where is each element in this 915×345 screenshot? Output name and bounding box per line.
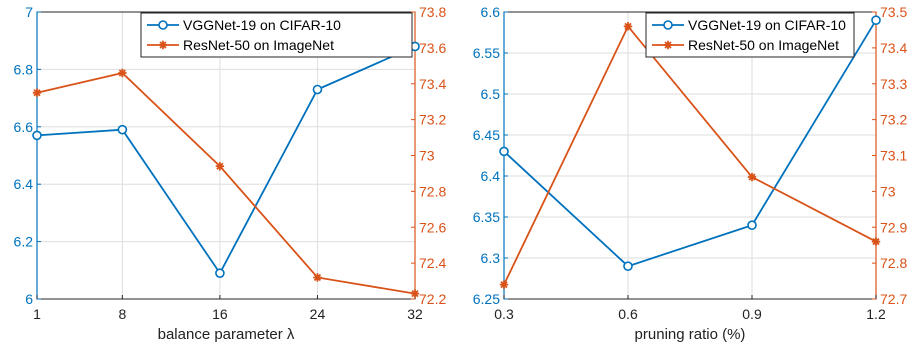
y-left-tick-label: 6.4 <box>14 176 34 192</box>
data-point-resnet <box>410 289 420 298</box>
chart-panel-balance-parameter: 1 8 16 24 32 6 6.2 6.4 6.6 6.8 7 72.2 72.4 72.6 72.8 73… <box>14 4 447 343</box>
legend-label: VGGNet-19 on CIFAR-10 <box>688 17 846 33</box>
legend-label: ResNet-50 on ImageNet <box>183 37 334 53</box>
legend-marker-vgg <box>158 20 168 30</box>
y-left-tick-label: 6.25 <box>473 291 500 307</box>
y-left-tick-label: 7 <box>25 4 33 20</box>
y-right-tick-label: 73.2 <box>880 112 907 128</box>
legend-marker-resnet <box>663 40 673 50</box>
y-right-tick-label: 73.5 <box>880 4 907 20</box>
y-right-tick-label: 73.4 <box>880 40 907 56</box>
x-tick-label: 0.6 <box>618 306 638 322</box>
data-point-vgg <box>117 124 128 135</box>
y-right-tick-label: 73.8 <box>419 4 446 20</box>
y-right-tick-label: 72.6 <box>419 219 446 235</box>
series-line-vgg <box>503 19 877 268</box>
y-left-tick-label: 6.4 <box>481 168 501 184</box>
legend-marker-resnet <box>158 40 168 50</box>
y-left-tick-label: 6.8 <box>14 61 34 77</box>
x-axis-label: pruning ratio (%) <box>635 326 746 343</box>
y-right-tick-label: 72.9 <box>880 219 907 235</box>
y-right-tick-label: 73.2 <box>419 112 446 128</box>
y-right-tick-label: 73 <box>419 148 435 164</box>
data-point-vgg <box>871 15 881 26</box>
data-point-resnet <box>32 88 42 97</box>
data-point-vgg <box>499 146 509 157</box>
x-tick-label: 0.9 <box>742 306 762 322</box>
data-point-resnet <box>747 172 757 182</box>
data-point-resnet <box>215 162 225 171</box>
legend: VGGNet-19 on CIFAR-10 ResNet-50 on ImageN… <box>140 12 413 58</box>
y-right-tick-label: 73.3 <box>880 76 907 92</box>
data-point-vgg <box>215 268 225 278</box>
x-tick-label: 1 <box>33 306 41 322</box>
y-left-tick-label: 6 <box>25 291 33 307</box>
legend-box <box>140 12 413 58</box>
legend-marker-vgg <box>663 20 673 30</box>
y-right-tick-label: 72.7 <box>880 291 907 307</box>
data-point-vgg <box>32 130 42 141</box>
x-tick-label: 32 <box>407 306 423 322</box>
y-right-tick-label: 72.4 <box>419 255 446 271</box>
legend-label: ResNet-50 on ImageNet <box>688 37 839 53</box>
data-point-resnet <box>871 237 881 246</box>
legend-box <box>645 12 855 58</box>
x-tick-label: 24 <box>310 306 326 322</box>
y-right-tick-label: 72.8 <box>419 183 446 199</box>
y-left-tick-label: 6.5 <box>481 86 501 102</box>
y-right-tick-label: 73.4 <box>419 76 446 92</box>
x-tick-label: 16 <box>212 306 228 322</box>
y-left-tick-label: 6.2 <box>14 234 34 250</box>
data-point-vgg <box>747 220 757 230</box>
data-point-vgg <box>312 84 323 95</box>
y-left-tick-label: 6.6 <box>481 4 501 20</box>
data-point-resnet <box>118 68 127 78</box>
data-point-vgg <box>623 261 633 272</box>
legend-label: VGGNet-19 on CIFAR-10 <box>183 17 341 33</box>
y-right-tick-label: 72.8 <box>880 255 907 271</box>
x-tick-label: 8 <box>118 306 126 322</box>
x-tick-label: 0.3 <box>494 306 514 322</box>
data-point-resnet <box>313 273 322 282</box>
y-left-tick-label: 6.6 <box>14 119 34 135</box>
data-point-resnet <box>623 22 633 31</box>
chart-panel-pruning-ratio: 0.3 0.6 0.9 1.2 6.25 6.3 6.35 6.4 6.45 6.5 6.55 6.6… <box>473 4 908 343</box>
data-point-resnet <box>499 280 509 289</box>
y-left-tick-label: 6.45 <box>473 127 500 143</box>
y-right-tick-label: 73 <box>880 183 896 199</box>
legend: VGGNet-19 on CIFAR-10 ResNet-50 on ImageN… <box>645 12 855 58</box>
series-line-resnet <box>503 24 877 286</box>
y-left-tick-label: 6.35 <box>473 209 500 225</box>
x-axis-label: balance parameter λ <box>158 326 295 343</box>
y-left-tick-label: 6.55 <box>473 45 500 61</box>
y-right-tick-label: 73.1 <box>880 148 907 164</box>
y-left-tick-label: 6.3 <box>481 250 501 266</box>
y-right-tick-label: 72.2 <box>419 291 446 307</box>
x-tick-label: 1.2 <box>866 306 886 322</box>
y-right-tick-label: 73.6 <box>419 40 446 56</box>
